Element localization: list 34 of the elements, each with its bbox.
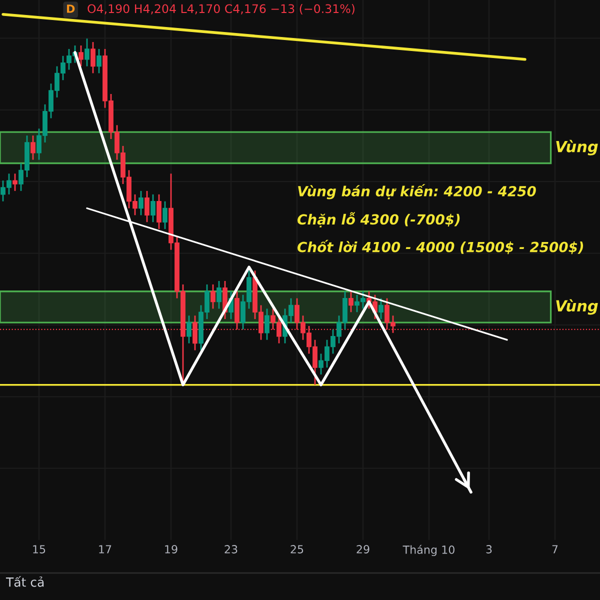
candlestick [186, 314, 192, 344]
candlestick [78, 44, 84, 67]
x-tick-label: 25 [290, 545, 304, 554]
x-tick-label: Tháng 10 [402, 544, 454, 556]
x-tick-label: 23 [224, 545, 238, 554]
annotation: Chốt lời 4100 - 4000 (1500$ - 2500$) [298, 240, 584, 254]
candlestick [210, 284, 216, 310]
x-tick-label: 7 [552, 545, 558, 554]
candlestick [156, 194, 162, 230]
candlestick [96, 48, 102, 74]
candlestick [12, 172, 18, 192]
x-tick-label: 3 [486, 545, 492, 554]
candlestick [90, 41, 96, 74]
candlestick [264, 308, 270, 341]
band-label: Vùng [556, 140, 598, 156]
annotation: Chặn lỗ 4300 (-700$) [298, 212, 460, 228]
text: D [67, 4, 75, 13]
text: Tất cả [6, 576, 44, 587]
candlestick [162, 200, 168, 230]
annotation: Vùng bán dự kiến: 4200 - 4250 [298, 184, 536, 200]
candlestick [84, 38, 90, 67]
band-label: Vùng [556, 299, 598, 315]
x-tick-label: 19 [165, 545, 178, 554]
candlestick [348, 290, 354, 313]
candlestick [144, 190, 150, 223]
candlestick [216, 280, 222, 310]
x-tick-label: 15 [33, 545, 46, 554]
candlestick [150, 194, 156, 223]
x-tick-label: 17 [99, 545, 112, 554]
x-tick-label: 29 [356, 545, 370, 554]
candlestick [138, 190, 144, 216]
text: O4,190 H4,204 L4,170 C4,176 −13 (−0.31%) [88, 4, 354, 15]
candlestick [378, 298, 384, 320]
candlestick [30, 134, 36, 160]
